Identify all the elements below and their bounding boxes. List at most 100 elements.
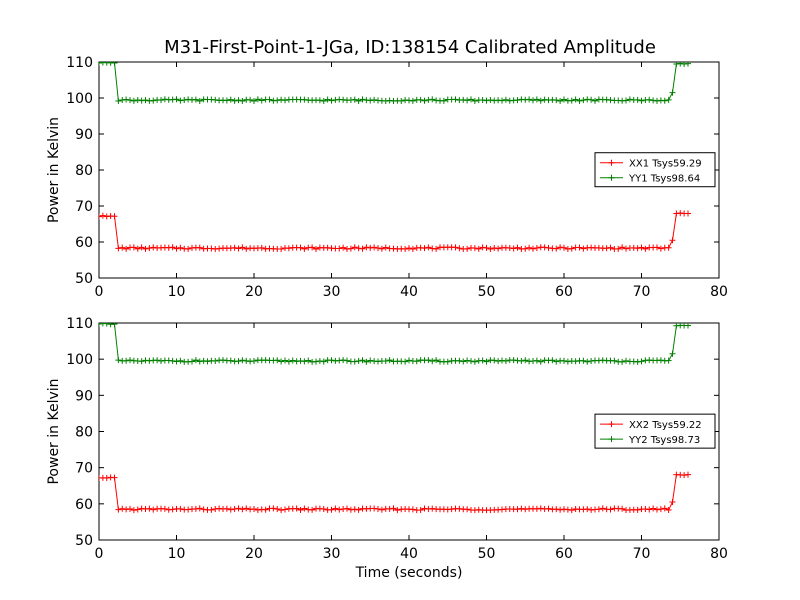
series-point [638, 358, 645, 365]
series-point [510, 357, 517, 364]
series-point [111, 213, 118, 220]
series-point [316, 97, 323, 104]
x-axis-label: Time (seconds) [355, 565, 463, 581]
x-tick-label: 0 [95, 284, 104, 300]
x-tick-label: 60 [555, 284, 573, 300]
series-point [340, 96, 347, 103]
series-point [460, 358, 467, 365]
series-point [119, 97, 126, 104]
series-point [115, 245, 122, 252]
series-point [103, 475, 110, 482]
series-point [150, 97, 157, 104]
series-point [123, 245, 130, 252]
series-point [123, 96, 130, 103]
series-point [99, 62, 102, 67]
series-point [537, 358, 544, 365]
series-point [142, 97, 149, 104]
series-point [576, 244, 583, 251]
series-point [371, 96, 378, 103]
series-point [526, 244, 533, 251]
series-point [572, 358, 579, 365]
series-point [127, 505, 133, 512]
series-point [278, 245, 285, 252]
series-point [134, 506, 141, 513]
series-point [522, 357, 529, 364]
series-point [557, 244, 564, 251]
series-point [685, 471, 691, 478]
series-point [146, 505, 153, 512]
series-point [239, 98, 246, 105]
series-point [251, 505, 257, 512]
series-point [425, 357, 432, 364]
series-point [196, 358, 203, 365]
series-point [99, 213, 102, 220]
series-point [270, 505, 277, 512]
y-tick-label: 60 [75, 235, 93, 251]
series-point [130, 507, 137, 514]
x-tick-label: 50 [478, 546, 496, 562]
series-point [367, 97, 374, 104]
series-point [483, 97, 490, 104]
series-point [192, 505, 199, 512]
series-point [359, 96, 366, 103]
series-point [553, 506, 560, 513]
y-tick-label: 80 [75, 425, 93, 441]
series-point [553, 97, 560, 104]
series-point [669, 350, 676, 357]
series-point [320, 358, 327, 365]
series-point [491, 357, 498, 364]
series-point [367, 357, 374, 364]
series-point [192, 96, 199, 103]
series-point [669, 89, 676, 96]
series-point [471, 97, 478, 104]
series-point [115, 97, 122, 104]
series-point [386, 357, 393, 364]
series-point [549, 357, 556, 364]
series-point [235, 505, 242, 512]
series-point [111, 474, 118, 481]
series-point [196, 98, 203, 105]
series-point [382, 244, 389, 251]
series-point [177, 244, 184, 251]
series-point [468, 358, 474, 365]
series-point [169, 357, 176, 364]
series-point [634, 506, 641, 513]
series-point [192, 357, 199, 364]
series-point [421, 245, 428, 252]
series-point [282, 357, 288, 364]
y-tick-label: 100 [66, 91, 93, 107]
series-point [464, 97, 471, 104]
series-point [657, 357, 664, 364]
series-point [235, 245, 242, 252]
series-point [646, 506, 653, 513]
series-point [196, 505, 203, 512]
series-point [588, 96, 595, 103]
series-point [111, 62, 118, 66]
series-point [173, 245, 180, 252]
y-tick-label: 70 [75, 199, 93, 215]
series-point [619, 505, 626, 512]
series-point [502, 357, 509, 364]
series-point [278, 507, 285, 514]
series-point [429, 505, 436, 512]
series-point [661, 97, 668, 104]
series-point [316, 357, 323, 364]
series-point [328, 97, 335, 104]
series-point [409, 245, 416, 252]
series-point [301, 96, 308, 103]
series-point [297, 244, 304, 251]
series-point [371, 244, 378, 251]
series-point [619, 244, 626, 251]
series-point [607, 244, 614, 251]
series-point [402, 246, 409, 253]
series-point [452, 96, 459, 103]
chart-title: M31-First-Point-1-JGa, ID:138154 Calibra… [164, 37, 656, 58]
series-point [584, 358, 591, 365]
series-point [661, 505, 668, 512]
series-point [351, 96, 358, 103]
series-point [471, 245, 478, 252]
series-point [119, 244, 126, 251]
series-point [433, 357, 440, 364]
series-point [227, 96, 234, 103]
series-point [514, 506, 521, 513]
